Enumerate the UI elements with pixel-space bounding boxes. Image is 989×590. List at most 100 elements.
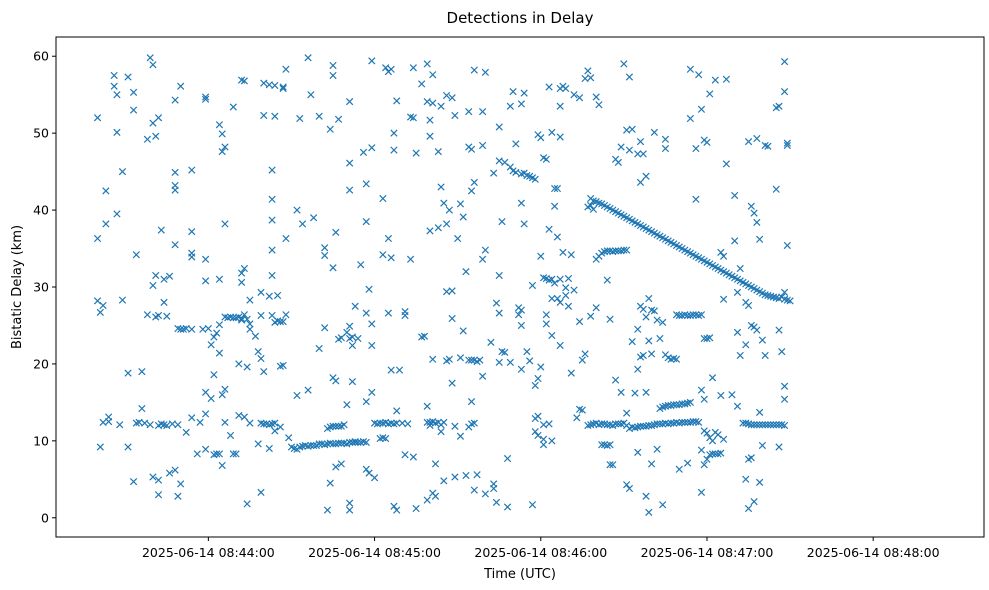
data-point: [509, 87, 517, 96]
data-point: [545, 225, 553, 233]
data-point: [512, 168, 520, 177]
data-point: [523, 347, 531, 356]
data-point: [260, 367, 268, 376]
data-point: [611, 420, 620, 428]
data-point: [490, 484, 498, 493]
data-point: [708, 437, 717, 445]
data-point: [346, 322, 354, 330]
data-point: [786, 297, 794, 305]
data-point: [700, 395, 708, 403]
data-point: [564, 302, 573, 310]
data-point: [282, 311, 290, 319]
data-point: [672, 355, 681, 363]
data-point: [703, 429, 711, 437]
data-point: [587, 74, 595, 82]
data-point: [761, 421, 769, 429]
data-point: [551, 202, 559, 210]
data-point: [246, 419, 254, 427]
data-point: [736, 264, 744, 273]
data-point: [733, 402, 742, 410]
data-point: [606, 461, 614, 469]
data-point: [298, 220, 307, 228]
data-point: [393, 407, 401, 415]
data-point: [503, 454, 512, 463]
data-point: [700, 461, 708, 469]
data-point: [775, 102, 783, 110]
data-point: [215, 275, 224, 283]
data-point: [337, 460, 345, 468]
data-point: [390, 129, 398, 137]
data-point: [174, 492, 182, 500]
data-point: [639, 150, 647, 158]
data-point: [733, 328, 742, 337]
data-point: [329, 71, 337, 80]
data-point: [271, 112, 279, 120]
y-tick-label: 50: [33, 126, 49, 141]
data-point: [229, 103, 237, 111]
data-point: [647, 350, 656, 358]
data-point: [506, 358, 514, 367]
data-point: [240, 311, 248, 319]
data-point: [780, 421, 789, 430]
data-point: [321, 244, 329, 252]
data-point: [340, 421, 348, 429]
data-point: [778, 347, 786, 356]
data-point: [260, 79, 268, 87]
data-point: [221, 143, 229, 151]
data-point: [440, 418, 448, 427]
data-point: [481, 68, 489, 77]
data-point: [736, 351, 744, 360]
data-point: [152, 132, 160, 140]
data-point: [742, 341, 750, 349]
data-point: [578, 406, 586, 414]
data-point: [368, 388, 376, 397]
data-point: [149, 61, 157, 69]
data-point: [334, 115, 343, 123]
data-point: [451, 473, 459, 481]
data-point: [429, 355, 437, 363]
data-point: [548, 331, 556, 340]
data-point: [528, 281, 537, 290]
data-point: [113, 91, 121, 99]
data-point: [154, 114, 163, 122]
data-point: [401, 451, 409, 459]
data-point: [528, 501, 537, 509]
data-point: [182, 428, 190, 437]
data-point: [304, 54, 312, 62]
data-point: [157, 226, 165, 234]
data-point: [368, 320, 376, 328]
data-point: [409, 64, 417, 72]
data-point: [686, 65, 694, 73]
data-point: [650, 128, 658, 137]
data-point: [470, 66, 478, 74]
data-point: [780, 382, 789, 390]
data-point: [246, 320, 254, 328]
data-point: [451, 111, 459, 120]
data-point: [758, 336, 767, 344]
data-point: [321, 251, 329, 260]
data-point: [492, 299, 501, 307]
data-point: [332, 228, 340, 237]
data-point: [129, 106, 138, 114]
data-point: [490, 169, 498, 177]
data-point: [697, 386, 706, 394]
data-point: [240, 264, 248, 273]
data-point: [581, 350, 589, 358]
data-point: [559, 248, 567, 257]
data-point: [440, 477, 448, 485]
data-point: [243, 315, 251, 323]
data-point: [545, 83, 553, 91]
data-point: [686, 114, 694, 123]
data-point: [678, 418, 686, 427]
data-point: [201, 93, 210, 101]
data-point: [171, 241, 179, 249]
data-point: [531, 427, 539, 436]
data-point: [603, 276, 611, 284]
data-point: [113, 128, 121, 137]
data-point: [329, 61, 337, 70]
data-point: [315, 112, 323, 120]
data-point: [650, 307, 658, 315]
data-point: [442, 91, 451, 100]
data-point: [235, 360, 243, 368]
data-point: [149, 281, 157, 290]
